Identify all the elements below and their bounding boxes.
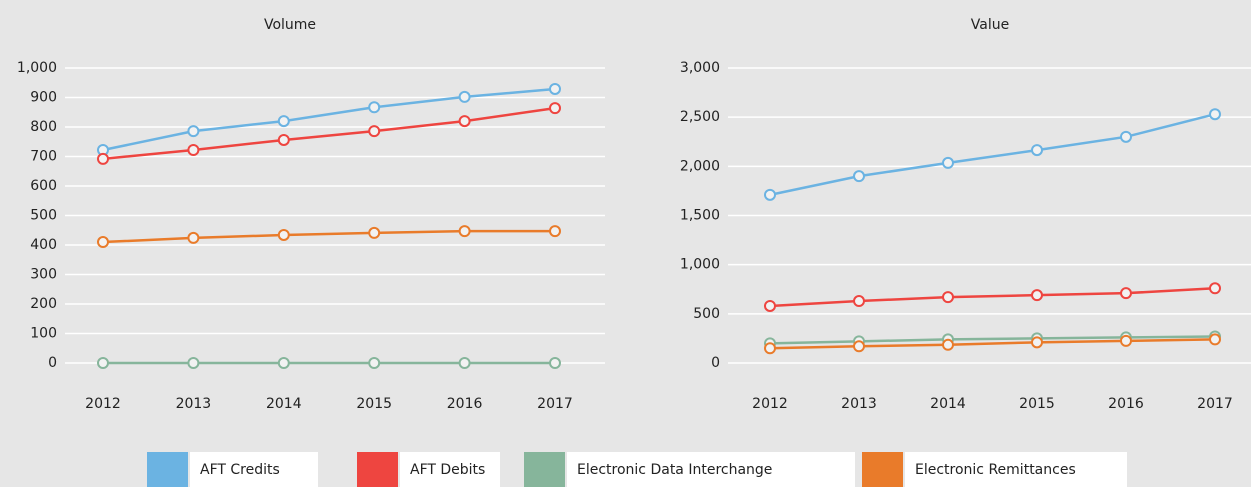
data-point: [853, 340, 865, 353]
x-tick-label: 2015: [356, 396, 392, 412]
legend-label: AFT Credits: [200, 462, 280, 478]
data-point: [1209, 282, 1221, 295]
legend-swatch: [147, 452, 188, 487]
data-point: [187, 231, 200, 244]
x-tick-label: 2014: [266, 396, 302, 412]
data-point: [458, 225, 471, 238]
legend-item: AFT Debits: [357, 452, 500, 487]
y-tick-label: 400: [30, 237, 57, 253]
legend-item: Electronic Data Interchange: [524, 452, 855, 487]
data-point: [764, 188, 776, 201]
y-tick-label: 2,500: [680, 109, 720, 125]
series-line: [769, 287, 1216, 308]
y-tick-label: 1,500: [680, 208, 720, 224]
data-point: [277, 115, 290, 128]
data-point: [549, 357, 561, 369]
data-point: [368, 357, 381, 369]
data-point: [277, 357, 290, 369]
data-point: [853, 170, 865, 183]
x-tick-label: 2016: [1108, 396, 1144, 412]
x-tick-label: 2012: [85, 396, 121, 412]
x-tick-label: 2017: [537, 396, 573, 412]
data-point: [549, 82, 561, 95]
data-point: [368, 226, 381, 239]
chart-title: Value: [971, 17, 1009, 33]
x-tick-label: 2013: [841, 396, 877, 412]
data-point: [277, 228, 290, 241]
data-point: [549, 225, 561, 238]
legend-label-box: [905, 452, 1127, 487]
data-point: [97, 152, 109, 165]
x-tick-label: 2016: [447, 396, 483, 412]
series-line: [769, 113, 1216, 197]
data-point: [1209, 333, 1221, 346]
y-tick-label: 1,000: [680, 257, 720, 273]
series-line: [102, 106, 556, 161]
legend-label: Electronic Data Interchange: [577, 462, 772, 478]
data-point: [97, 236, 109, 249]
data-point: [97, 357, 109, 369]
legend-swatch: [862, 452, 903, 487]
legend-label-box: [190, 452, 318, 487]
series-line: [769, 335, 1216, 345]
data-point: [1031, 336, 1043, 349]
legend-label: AFT Debits: [410, 462, 485, 478]
data-point: [1120, 287, 1132, 300]
y-tick-label: 500: [693, 306, 720, 322]
series-line: [769, 338, 1216, 350]
data-point: [549, 102, 561, 115]
data-point: [187, 357, 200, 369]
data-point: [368, 101, 381, 114]
data-point: [942, 291, 954, 304]
data-point: [277, 133, 290, 146]
y-tick-label: 3,000: [680, 60, 720, 76]
y-tick-label: 1,000: [17, 60, 57, 76]
x-tick-label: 2014: [930, 396, 966, 412]
x-tick-label: 2015: [1019, 396, 1055, 412]
y-tick-label: 0: [711, 355, 720, 371]
data-point: [764, 299, 776, 312]
data-point: [853, 295, 865, 308]
chart-title: Volume: [264, 17, 316, 33]
data-point: [458, 90, 471, 103]
y-tick-label: 200: [30, 296, 57, 312]
y-tick-label: 500: [30, 208, 57, 224]
legend-item: AFT Credits: [147, 452, 318, 487]
x-tick-label: 2012: [752, 396, 788, 412]
series-line: [102, 229, 555, 244]
legend-label-box: [400, 452, 500, 487]
data-point: [1120, 130, 1132, 143]
legend-label: Electronic Remittances: [915, 462, 1076, 478]
y-tick-label: 100: [30, 326, 57, 342]
data-point: [187, 144, 200, 157]
y-tick-label: 700: [30, 149, 57, 165]
data-point: [187, 125, 200, 138]
y-tick-label: 0: [48, 355, 57, 371]
legend-swatch: [357, 452, 398, 487]
data-point: [764, 342, 776, 355]
x-tick-label: 2017: [1197, 396, 1233, 412]
y-tick-label: 900: [30, 90, 57, 106]
legend-item: Electronic Remittances: [862, 452, 1127, 487]
data-point: [942, 156, 954, 169]
data-point: [458, 115, 471, 128]
y-tick-label: 2,000: [680, 158, 720, 174]
data-point: [1120, 334, 1132, 347]
data-point: [1209, 108, 1221, 121]
y-tick-label: 600: [30, 178, 57, 194]
legend-swatch: [524, 452, 565, 487]
data-point: [1031, 144, 1043, 157]
data-point: [1031, 289, 1043, 302]
x-tick-label: 2013: [176, 396, 212, 412]
y-tick-label: 300: [30, 267, 57, 283]
data-point: [942, 338, 954, 351]
legend-label-box: [567, 452, 855, 487]
series-line: [102, 87, 556, 152]
data-point: [368, 125, 381, 138]
y-tick-label: 800: [30, 119, 57, 135]
data-point: [458, 357, 471, 369]
